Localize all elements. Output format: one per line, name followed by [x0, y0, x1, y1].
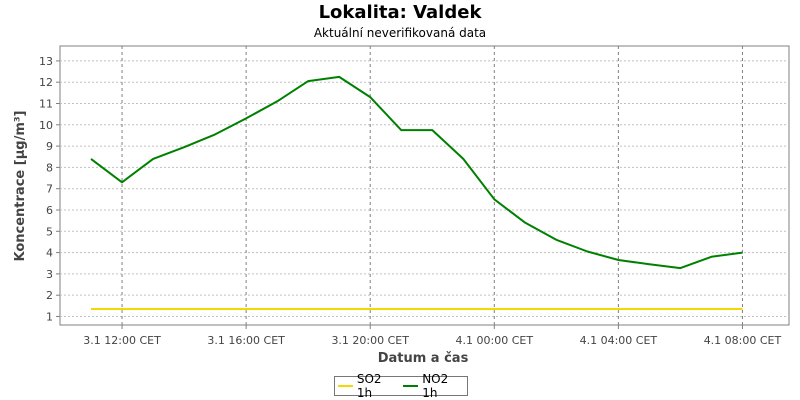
y-tick-label: 5	[46, 225, 53, 238]
legend-item-no2: NO2 1h	[403, 372, 464, 400]
series-lines	[90, 75, 743, 310]
series-line-no2-1h	[90, 75, 743, 270]
y-axis-label: Koncentrace [µg/m³]	[13, 111, 28, 262]
legend: SO2 1h NO2 1h	[334, 372, 468, 400]
y-tick-label: 10	[39, 119, 53, 132]
x-tick-label: 4.1 00:00 CET	[456, 334, 534, 347]
y-tick-label: 3	[46, 268, 53, 281]
x-tick-label: 3.1 16:00 CET	[207, 334, 285, 347]
grid-lines	[60, 46, 789, 325]
y-tick-label: 8	[46, 161, 53, 174]
y-tick-label: 2	[46, 289, 53, 302]
chart-title: Lokalita: Valdek	[318, 2, 482, 23]
y-tick-label: 11	[39, 98, 53, 111]
x-axis-label: Datum a čas	[378, 351, 469, 366]
x-tick-label: 4.1 04:00 CET	[580, 334, 658, 347]
chart-subtitle: Aktuální neverifikovaná data	[313, 26, 487, 40]
legend-label-no2: NO2 1h	[422, 372, 449, 400]
y-tick-label: 12	[39, 76, 53, 89]
x-axis: 3.1 12:00 CET 3.1 16:00 CET 3.1 20:00 CET 4…	[83, 325, 782, 347]
x-tick-label: 3.1 20:00 CET	[331, 334, 409, 347]
y-tick-label: 7	[46, 183, 53, 196]
y-tick-label: 1	[46, 310, 53, 323]
plot-area	[59, 45, 790, 326]
legend-label-so2: SO2 1h	[356, 372, 382, 400]
legend-swatch-so2	[338, 385, 353, 387]
y-tick-label: 4	[46, 247, 53, 260]
y-tick-label: 13	[39, 55, 53, 68]
legend-item-so2: SO2 1h	[338, 372, 397, 400]
x-tick-label: 4.1 08:00 CET	[704, 334, 782, 347]
legend-swatch-no2	[403, 385, 419, 387]
y-tick-label: 6	[46, 204, 53, 217]
y-tick-label: 9	[46, 140, 53, 153]
x-tick-label: 3.1 12:00 CET	[83, 334, 161, 347]
